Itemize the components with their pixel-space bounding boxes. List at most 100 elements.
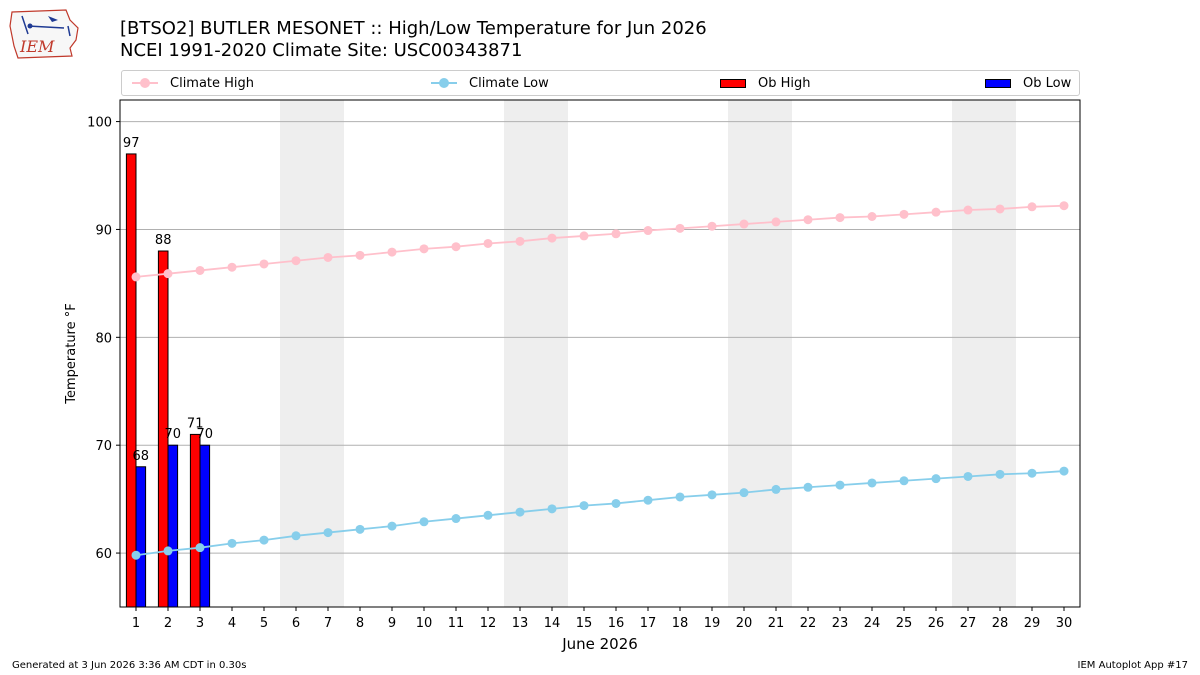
x-tick-label: 23 <box>832 616 849 631</box>
x-tick-label: 30 <box>1056 616 1073 631</box>
climate-low-point <box>707 490 717 500</box>
climate-low-point <box>931 474 941 484</box>
climate-high-point <box>579 231 589 241</box>
legend-line-marker-icon <box>132 78 158 88</box>
climate-high-point <box>547 233 557 243</box>
ob-low-label: 68 <box>133 449 150 464</box>
weekend-shade <box>952 100 1016 607</box>
x-tick-label: 25 <box>896 616 913 631</box>
climate-high-point <box>867 212 877 222</box>
x-tick-label: 22 <box>800 616 817 631</box>
ob-high-bar <box>125 153 137 608</box>
climate-high-point <box>803 215 813 225</box>
climate-high-point <box>515 236 525 246</box>
climate-low-point <box>451 514 461 524</box>
climate-high-point <box>387 247 397 257</box>
climate-low-point <box>867 478 877 488</box>
legend-label: Climate Low <box>469 75 549 91</box>
x-tick-label: 5 <box>260 616 268 631</box>
x-tick-label: 6 <box>292 616 300 631</box>
x-tick-label: 2 <box>164 616 172 631</box>
climate-high-point <box>707 221 717 231</box>
climate-low-point <box>515 507 525 517</box>
climate-high-point <box>355 250 365 260</box>
legend-label: Climate High <box>170 75 255 91</box>
footer-generated: Generated at 3 Jun 2026 3:36 AM CDT in 0… <box>12 660 247 671</box>
logo-text: IEM <box>19 37 55 56</box>
chart-title: [BTSO2] BUTLER MESONET :: High/Low Tempe… <box>120 18 707 39</box>
legend-patch-icon <box>720 78 746 88</box>
y-axis-label: Temperature °F <box>64 303 79 404</box>
climate-high-point <box>995 204 1005 214</box>
plot-frame <box>119 99 1081 608</box>
y-tick-label: 90 <box>95 223 112 238</box>
x-tick-label: 29 <box>1024 616 1041 631</box>
climate-low-point <box>803 482 813 492</box>
ob-low-label: 70 <box>197 427 214 442</box>
x-tick-label: 18 <box>672 616 689 631</box>
climate-high-point <box>419 244 429 254</box>
climate-high-point <box>323 252 333 262</box>
climate-high-point <box>771 217 781 227</box>
legend-item-ob-high: Ob High <box>720 74 811 92</box>
ob-high-label: 71 <box>187 416 204 431</box>
x-tick-label: 11 <box>448 616 465 631</box>
climate-high-point <box>291 256 301 266</box>
ob-high-label: 97 <box>123 136 140 151</box>
climate-low-point <box>483 510 493 520</box>
climate-high-point <box>899 209 909 219</box>
climate-low-point <box>131 550 141 560</box>
climate-low-point <box>291 531 301 541</box>
climate-low-point <box>259 535 269 545</box>
legend-item-climate-high: Climate High <box>132 74 254 92</box>
legend-patch-icon <box>985 78 1011 88</box>
climate-low-point <box>579 501 589 511</box>
climate-low-point <box>195 543 205 553</box>
legend-label: Ob High <box>758 75 811 91</box>
climate-low-point <box>611 498 621 508</box>
x-tick-label: 26 <box>928 616 945 631</box>
climate-high-point <box>163 269 173 279</box>
climate-high-point <box>1027 202 1037 212</box>
x-tick-label: 1 <box>132 616 140 631</box>
x-tick-label: 14 <box>544 616 561 631</box>
climate-low-point <box>1027 468 1037 478</box>
climate-high-point <box>451 242 461 252</box>
climate-low-point <box>387 521 397 531</box>
legend-item-climate-low: Climate Low <box>431 74 549 92</box>
x-tick-label: 9 <box>388 616 396 631</box>
x-tick-label: 7 <box>324 616 332 631</box>
ob-high-bar <box>189 433 201 608</box>
chart-subtitle: NCEI 1991-2020 Climate Site: USC00343871 <box>120 40 523 61</box>
iem-logo-icon: IEM <box>9 9 79 59</box>
ob-high-bar <box>157 250 169 608</box>
climate-high-point <box>963 205 973 215</box>
climate-high-point <box>611 229 621 239</box>
x-tick-label: 20 <box>736 616 753 631</box>
x-tick-label: 10 <box>416 616 433 631</box>
climate-low-point <box>163 546 173 556</box>
legend-item-ob-low: Ob Low <box>985 74 1071 92</box>
weekend-shade <box>280 100 344 607</box>
climate-low-point <box>963 471 973 481</box>
climate-low-point <box>995 469 1005 479</box>
legend-label: Ob Low <box>1023 75 1072 91</box>
x-tick-label: 17 <box>640 616 657 631</box>
x-axis-label: June 2026 <box>561 635 638 653</box>
y-tick-label: 100 <box>87 116 112 131</box>
ob-low-bar <box>199 444 211 608</box>
x-tick-label: 12 <box>480 616 497 631</box>
ob-low-bar <box>167 444 179 608</box>
y-tick-label: 70 <box>95 439 112 454</box>
climate-low-point <box>675 492 685 502</box>
x-tick-label: 3 <box>196 616 204 631</box>
weekend-shade <box>728 100 792 607</box>
legend-line-marker-icon <box>431 78 457 88</box>
x-tick-label: 16 <box>608 616 625 631</box>
x-tick-label: 21 <box>768 616 785 631</box>
climate-high-line <box>135 204 1065 278</box>
ob-low-bar <box>135 466 147 608</box>
ob-low-label: 70 <box>165 427 182 442</box>
climate-high-point <box>835 213 845 223</box>
